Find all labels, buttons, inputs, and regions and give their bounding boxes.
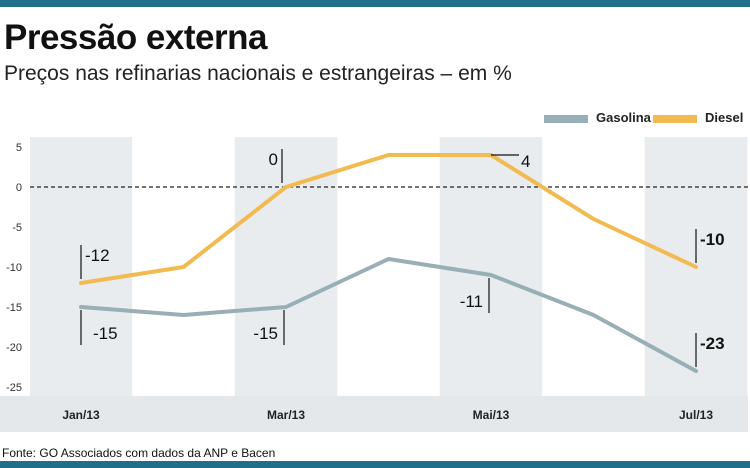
y-tick-label: -15 bbox=[6, 302, 22, 314]
x-axis-band bbox=[0, 396, 748, 432]
legend-label-gasolina: Gasolina bbox=[596, 110, 651, 125]
y-tick-label: -10 bbox=[6, 262, 22, 274]
data-label: -10 bbox=[700, 230, 725, 249]
data-label: -12 bbox=[85, 246, 110, 265]
data-label: 4 bbox=[521, 152, 530, 171]
y-tick-label: 0 bbox=[16, 182, 22, 194]
source-note: Fonte: GO Associados com dados da ANP e … bbox=[2, 446, 276, 460]
top-accent-bar bbox=[0, 0, 750, 7]
data-label: -23 bbox=[700, 334, 725, 353]
data-label: -11 bbox=[460, 292, 483, 311]
series-line-gasolina bbox=[79, 257, 698, 373]
y-tick-label: -25 bbox=[6, 382, 22, 394]
y-tick-label: 5 bbox=[16, 142, 22, 154]
y-tick-label: -5 bbox=[12, 222, 22, 234]
chart-subtitle: Preços nas refinarias nacionais e estran… bbox=[4, 62, 512, 85]
x-tick-label: Jul/13 bbox=[679, 408, 713, 422]
grid-band bbox=[439, 137, 543, 396]
grid-band bbox=[234, 137, 338, 396]
legend-swatch-diesel bbox=[653, 114, 697, 123]
chart-title: Pressão externa bbox=[4, 18, 267, 57]
y-tick-label: -20 bbox=[6, 342, 22, 354]
series-line-diesel bbox=[79, 153, 698, 285]
legend-item-gasolina: Gasolina bbox=[544, 110, 651, 125]
x-tick-label: Jan/13 bbox=[62, 408, 100, 422]
x-tick-label: Mai/13 bbox=[473, 408, 510, 422]
legend-item-diesel: Diesel bbox=[653, 110, 743, 125]
x-tick-label: Mar/13 bbox=[267, 408, 305, 422]
legend-swatch-gasolina bbox=[544, 114, 588, 123]
data-label: 0 bbox=[269, 150, 278, 169]
bottom-accent-bar bbox=[0, 461, 750, 468]
data-label: -15 bbox=[253, 324, 278, 343]
data-label: -15 bbox=[93, 324, 118, 343]
legend-label-diesel: Diesel bbox=[705, 110, 744, 125]
